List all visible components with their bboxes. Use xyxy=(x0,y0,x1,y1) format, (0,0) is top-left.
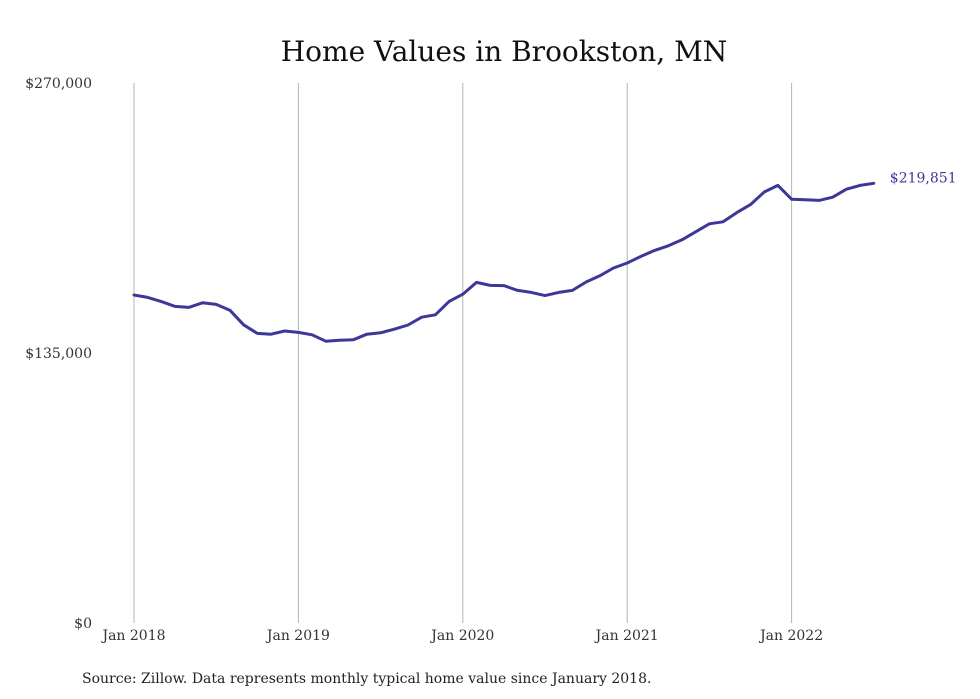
y-tick-label: $270,000 xyxy=(25,76,92,92)
y-tick-label: $135,000 xyxy=(25,346,92,362)
source-note: Source: Zillow. Data represents monthly … xyxy=(82,671,651,687)
y-tick-label: $0 xyxy=(74,616,92,632)
x-tick-label: Jan 2020 xyxy=(429,628,494,644)
gridlines xyxy=(133,83,793,623)
end-value-label: $219,851 xyxy=(890,170,957,186)
x-tick-label: Jan 2019 xyxy=(265,628,330,644)
series-layer: $219,851 xyxy=(132,170,957,343)
x-axis-ticks: Jan 2018 Jan 2019 Jan 2020 Jan 2021 Jan 2022 xyxy=(100,628,823,644)
x-tick-label: Jan 2018 xyxy=(100,628,165,644)
y-axis-ticks: $0 $135,000 $270,000 xyxy=(25,76,92,632)
series-line xyxy=(132,181,876,343)
x-tick-label: Jan 2021 xyxy=(594,628,659,644)
x-tick-label: Jan 2022 xyxy=(758,628,823,644)
chart-title: Home Values in Brookston, MN xyxy=(281,35,727,68)
